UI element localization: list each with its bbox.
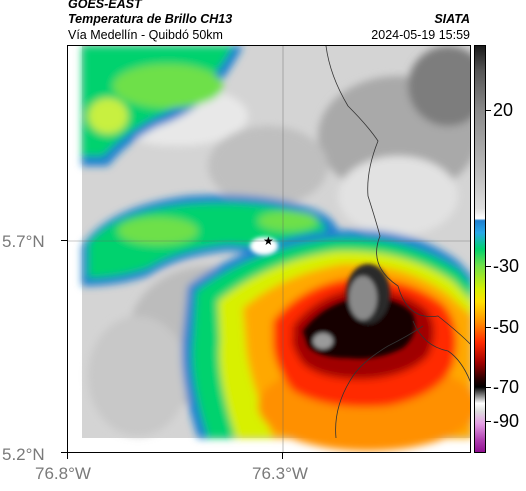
agency-label: SIATA: [434, 12, 470, 26]
border-line: [325, 46, 470, 345]
colorbar-label: -30: [493, 256, 520, 276]
colorbar-tick: [486, 327, 491, 328]
timestamp-label: 2024-05-19 15:59: [371, 28, 470, 42]
brightness-temperature-field: ★: [68, 46, 470, 452]
colorbar-tick: [486, 421, 491, 422]
location-star-icon: ★: [263, 234, 274, 248]
department-line: [335, 325, 424, 439]
product-title: Temperatura de Brillo CH13: [68, 12, 233, 26]
lon-label: 76.3°W: [252, 464, 308, 483]
department-line: [412, 320, 470, 382]
lon-tick: [282, 453, 283, 459]
colorbar-tick: [486, 266, 491, 267]
satellite-title: GOES-EAST: [68, 0, 142, 11]
colorbar-label: -90: [493, 411, 520, 431]
route-subtitle: Vía Medellín - Quibdó 50km: [68, 28, 223, 42]
lon-label: 76.8°W: [35, 464, 91, 483]
satellite-map[interactable]: ★: [67, 45, 471, 453]
colorbar-tick: [486, 110, 491, 111]
colorbar: [474, 45, 486, 453]
colorbar-tick: [486, 387, 491, 388]
colorbar-label: -50: [493, 317, 520, 337]
lon-tick: [67, 453, 68, 459]
colorbar-label: -70: [493, 377, 520, 397]
lat-label: 5.2°N: [2, 445, 45, 464]
lat-tick: [61, 240, 67, 241]
colorbar-label: 20: [493, 100, 514, 120]
lat-tick: [61, 452, 67, 453]
lat-label: 5.7°N: [2, 232, 45, 251]
